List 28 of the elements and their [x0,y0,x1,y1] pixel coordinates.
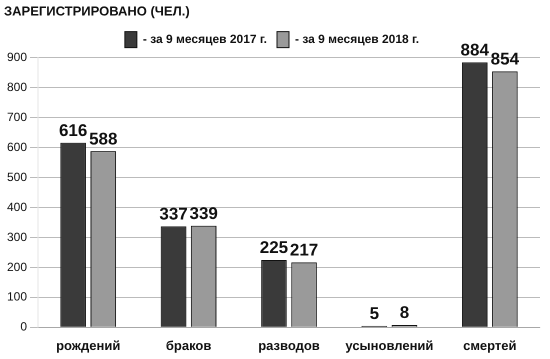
y-tick-label: 400 [6,200,28,214]
data-label: 616 [58,120,88,140]
y-tick-label: 100 [6,290,28,304]
y-tick-label: 800 [6,80,28,94]
y-tick-label: 200 [6,260,28,274]
y-tick-label: 900 [6,50,28,64]
x-tick-label: разводов [258,338,320,353]
data-label: 337 [159,204,188,224]
legend-label: - за 9 месяцев 2018 г. [295,32,420,46]
x-tick-label: смертей [463,338,517,353]
x-tick-label: браков [166,338,212,353]
chart-title: ЗАРЕГИСТРИРОВАНО (ЧЕЛ.) [4,3,190,18]
y-tick-label: 700 [6,110,28,124]
data-label: 225 [260,238,288,258]
x-tick-label: усыновлений [345,338,434,353]
data-label: 588 [89,129,118,148]
y-tick-label: 500 [6,170,28,184]
legend-label: - за 9 месяцев 2017 г. [142,32,268,46]
y-tick-label: 0 [20,320,28,334]
data-label: 217 [290,240,318,260]
data-label: 5 [370,304,380,324]
y-tick-label: 300 [6,230,28,244]
data-label: 854 [490,50,520,69]
data-label: 884 [460,40,490,60]
data-label: 339 [189,204,218,223]
data-label: 8 [400,303,410,322]
x-tick-label: рождений [56,338,120,353]
y-tick-label: 600 [6,140,28,154]
